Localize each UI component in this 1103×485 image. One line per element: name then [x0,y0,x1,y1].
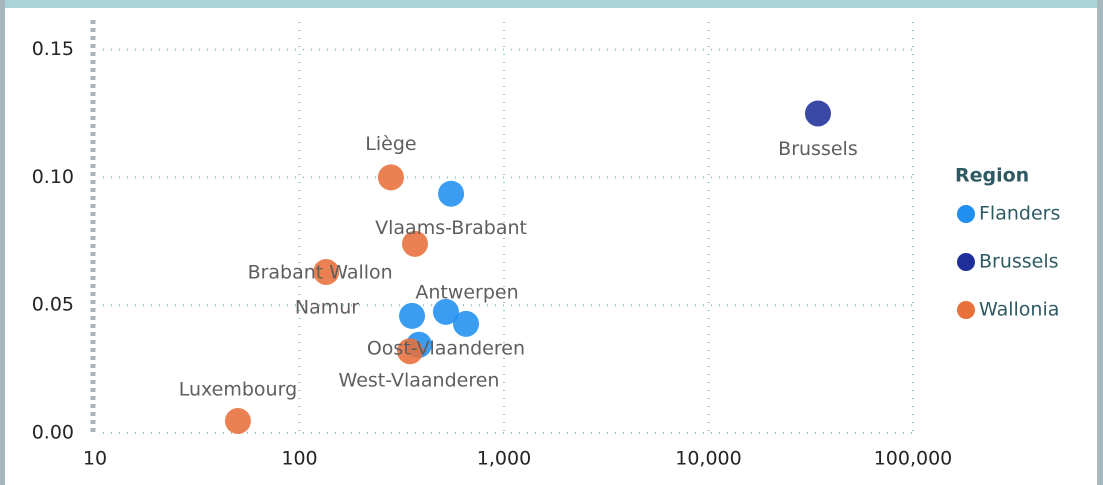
data-point [432,298,459,325]
y-tick-label: 0.05 [32,294,74,316]
legend-label: Brussels [979,251,1059,273]
legend-label: Wallonia [979,299,1059,321]
data-point [401,230,428,257]
data-point [377,164,404,191]
x-tick-label: 10 [83,448,107,470]
x-tick-label: 10,000 [675,448,741,470]
point-label: Namur [295,297,359,319]
data-point [453,310,480,337]
legend-marker [957,205,975,223]
data-point [396,338,423,365]
legend-label: Flanders [979,203,1060,225]
point-label: Oost-Vlaanderen [367,337,525,359]
legend-marker [957,301,975,319]
point-label: Brussels [778,138,858,160]
legend-title: Region [955,165,1029,187]
data-point [804,100,831,127]
top-bar [0,0,1103,8]
x-tick-label: 100,000 [874,448,953,470]
data-point [399,302,426,329]
point-label: Vlaams-Brabant [375,217,527,239]
point-label: Antwerpen [415,281,518,303]
data-point [313,258,340,285]
point-label: Brabant Wallon [248,261,393,283]
point-label: Luxembourg [179,378,297,400]
point-label: West-Vlaanderen [339,369,500,391]
y-tick-label: 0.10 [32,166,74,188]
x-tick-label: 1,000 [477,448,531,470]
y-tick-label: 0.00 [32,422,74,444]
data-point [438,180,465,207]
y-tick-label: 0.15 [32,38,74,60]
legend-marker [957,253,975,271]
point-label: Liège [365,133,416,155]
right-edge [1097,0,1103,485]
data-point [224,407,251,434]
x-tick-label: 100 [281,448,317,470]
left-edge [0,0,5,485]
